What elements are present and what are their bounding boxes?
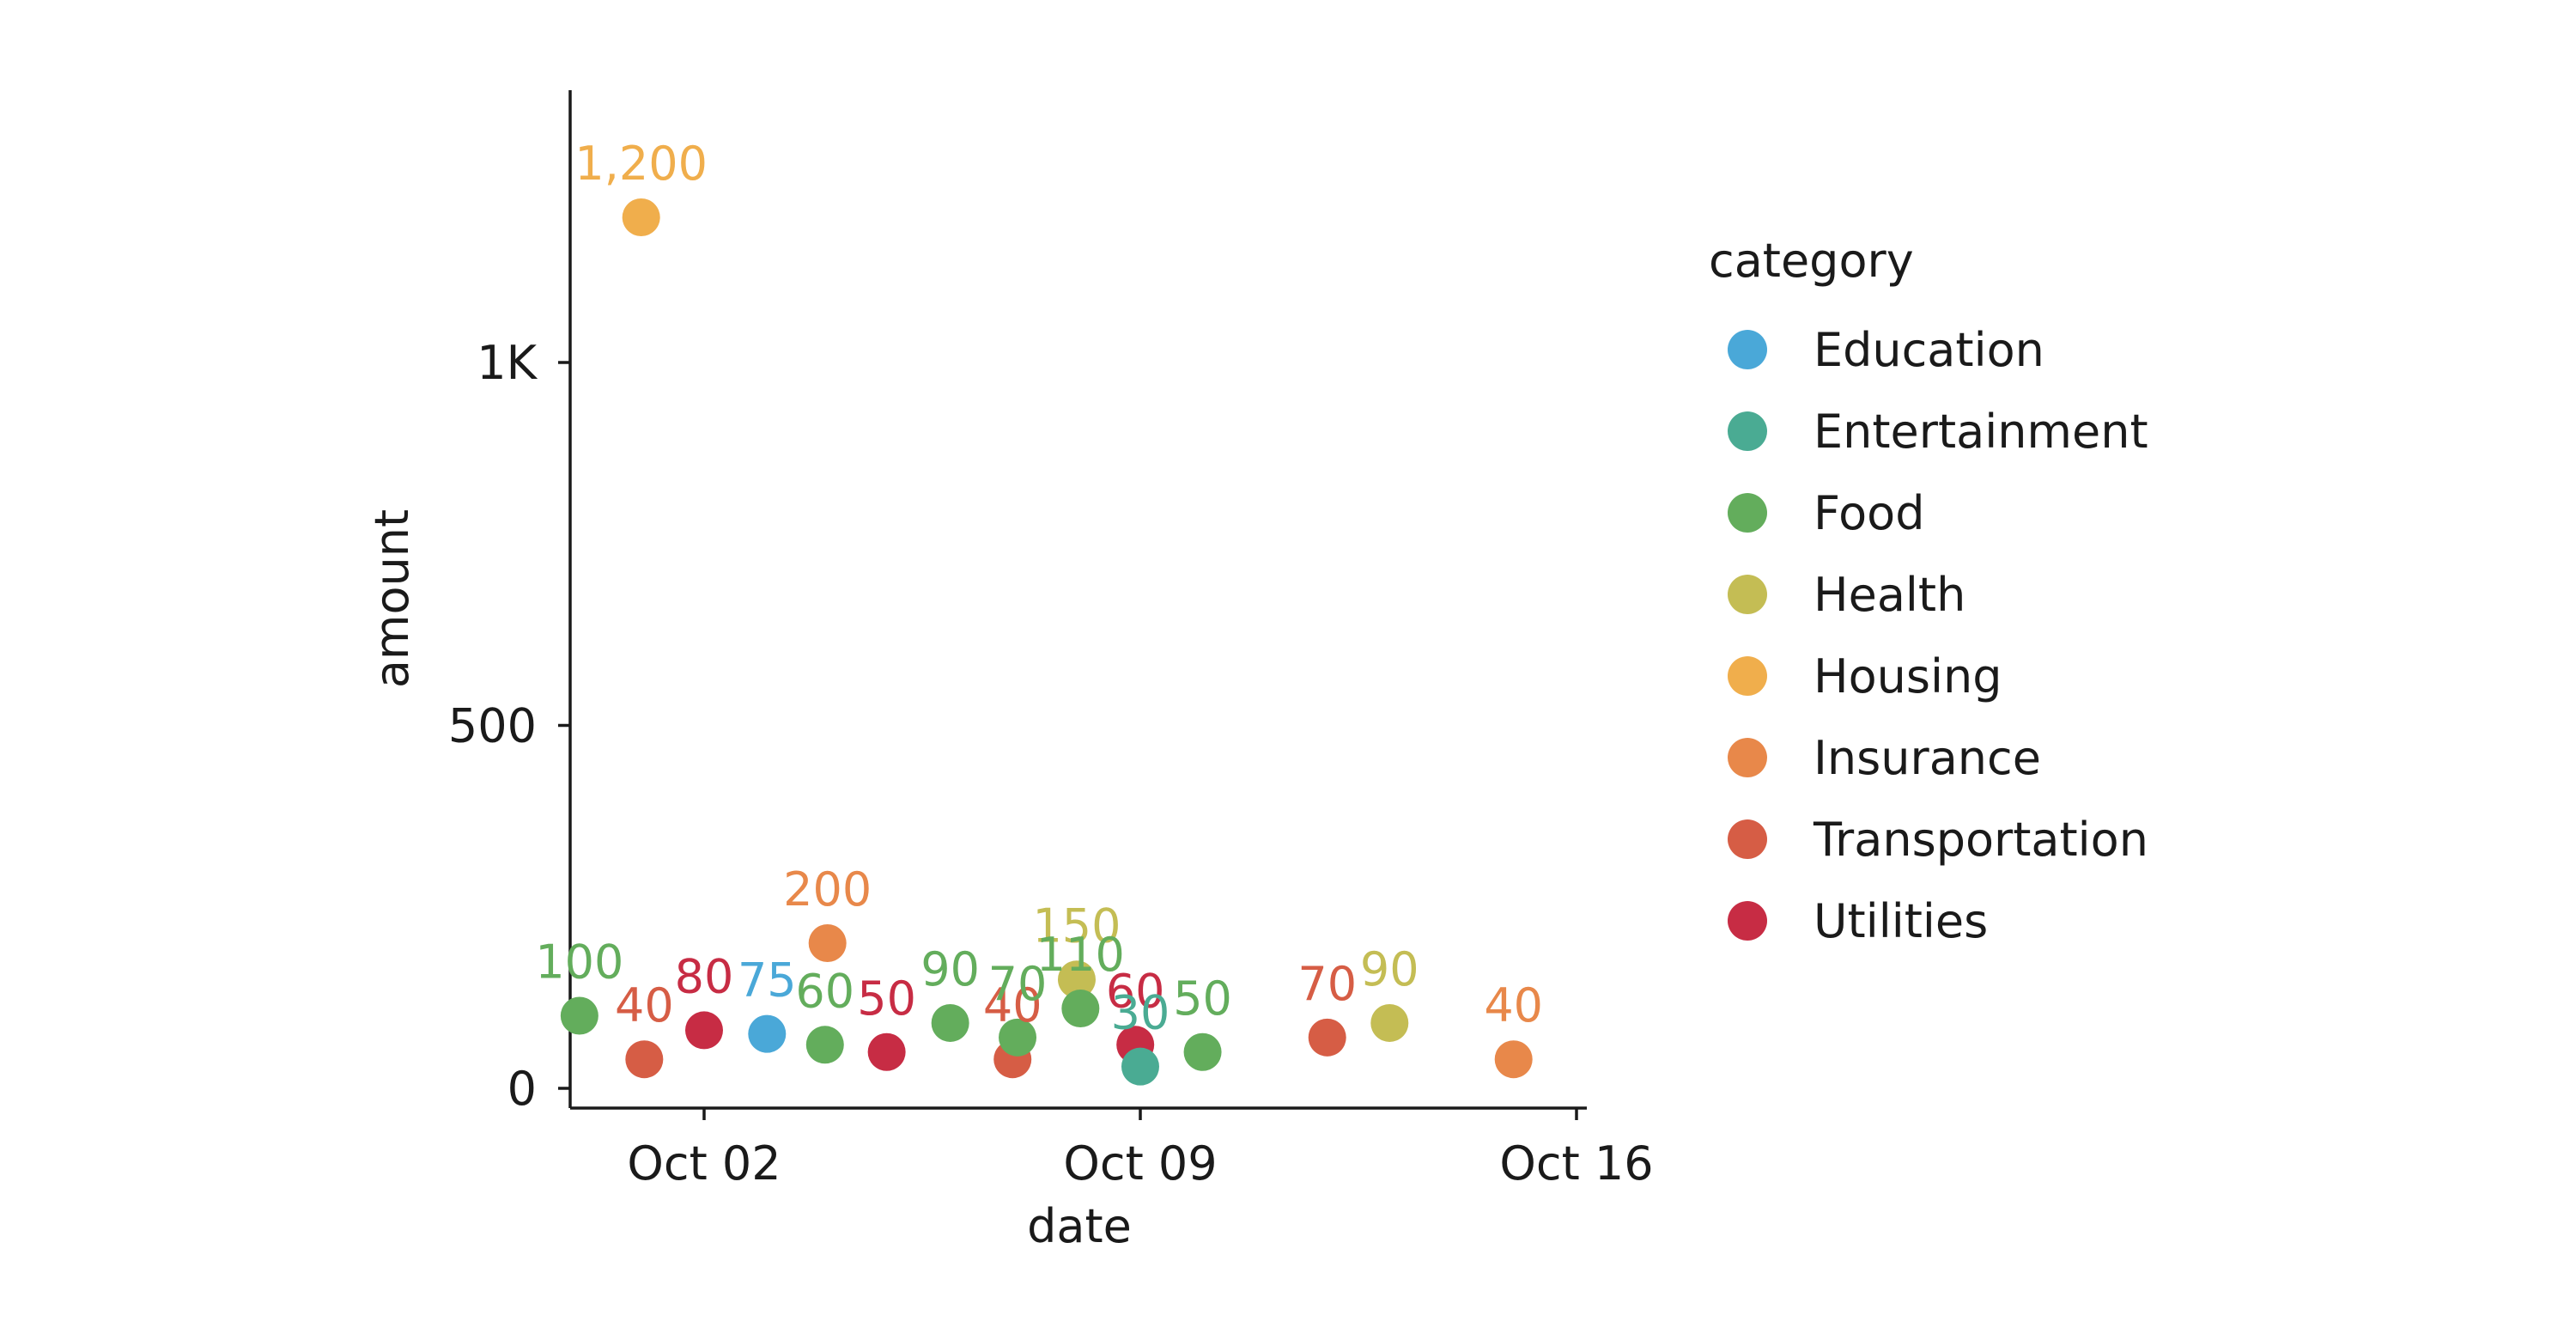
data-label: 90 [1360,942,1419,996]
legend-marker-health [1728,575,1767,614]
data-label: 50 [1173,971,1232,1026]
data-label: 40 [1484,978,1543,1032]
legend-marker-education [1728,330,1767,369]
data-point-food [999,1018,1037,1057]
data-point-transportation [625,1040,664,1079]
data-point-utilities [867,1032,906,1071]
legend-label-insurance: Insurance [1814,731,2041,785]
legend-marker-entertainment [1728,411,1767,451]
data-label: 70 [988,957,1048,1011]
data-point-insurance [808,924,847,962]
data-point-transportation [1308,1018,1346,1057]
data-point-education [748,1014,787,1053]
y-axis-label: amount [365,509,419,688]
legend-label-education: Education [1814,323,2044,377]
legend-marker-food [1728,493,1767,533]
x-axis-label: date [1027,1199,1132,1253]
data-point-food [560,996,598,1035]
data-label: 200 [783,862,872,917]
data-label: 1,200 [574,137,708,191]
data-label: 70 [1297,957,1357,1011]
data-label: 110 [1036,928,1125,982]
x-tick-label: Oct 16 [1499,1136,1653,1191]
axes: 0 500 1K Oct 02 Oct 09 Oct 16 [448,90,1654,1191]
data-point-health [1057,960,1096,999]
data-label: 40 [615,978,674,1032]
y-tick-label: 500 [448,699,537,753]
data-label: 90 [920,942,980,996]
data-label: 50 [857,971,916,1026]
legend-label-housing: Housing [1814,649,2002,704]
legend-marker-housing [1728,656,1767,696]
data-point-health [1370,1003,1409,1042]
data-label: 60 [795,964,854,1018]
data-label: 40 [983,978,1042,1032]
data-label: 150 [1032,898,1121,953]
y-tick-label: 1K [477,336,538,390]
legend-label-health: Health [1814,568,1965,622]
legend-label-utilities: Utilities [1814,894,1988,948]
data-point-food [805,1026,844,1064]
data-point-food [1061,990,1100,1028]
data-label: 80 [675,949,734,1003]
data-point-housing [622,198,660,236]
data-points [560,198,1533,1086]
data-label: 75 [738,953,797,1008]
legend-marker-utilities [1728,901,1767,941]
legend-marker-insurance [1728,738,1767,777]
data-point-food [1183,1032,1222,1071]
legend: category Education Entertainment Food Healt… [1709,234,2148,948]
data-point-entertainment [1121,1047,1159,1086]
legend-title: category [1709,234,1914,288]
legend-label-transportation: Transportation [1813,813,2148,867]
data-point-food [931,1003,969,1042]
x-tick-label: Oct 02 [627,1136,781,1191]
data-label: 60 [1106,964,1165,1018]
data-label: 100 [535,935,623,990]
data-label: 30 [1111,986,1170,1040]
data-point-utilities [685,1011,723,1050]
data-point-insurance [1494,1040,1533,1079]
x-tick-label: Oct 09 [1063,1136,1217,1191]
legend-label-food: Food [1814,486,1925,540]
legend-marker-transportation [1728,819,1767,859]
y-tick-label: 0 [507,1062,537,1116]
legend-label-entertainment: Entertainment [1814,405,2148,459]
